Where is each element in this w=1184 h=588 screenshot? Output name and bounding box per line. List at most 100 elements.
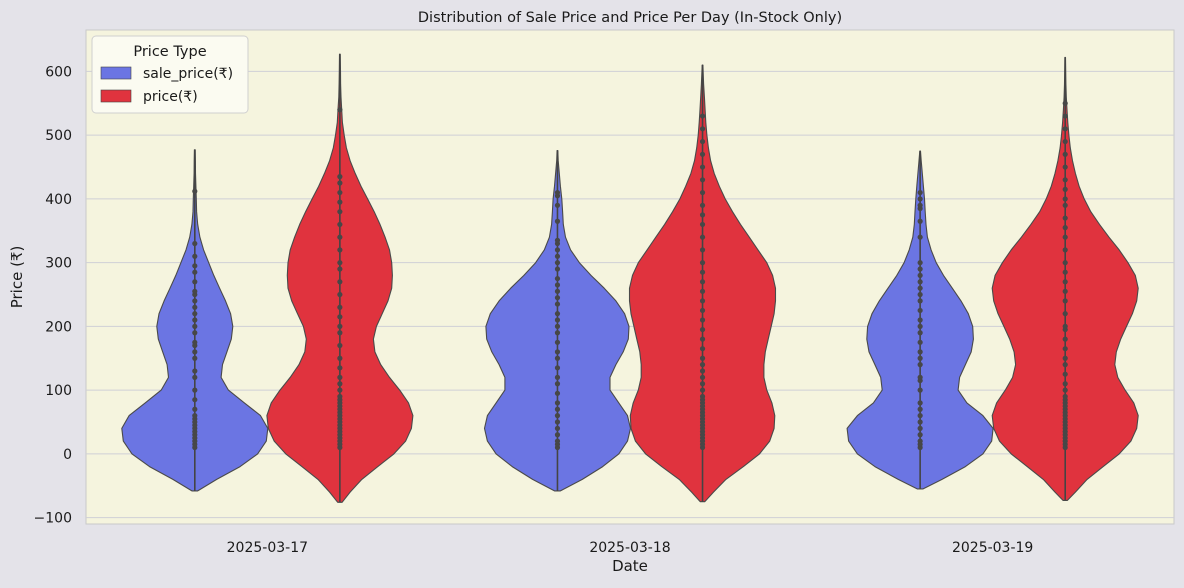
data-point bbox=[699, 393, 706, 400]
data-point bbox=[337, 314, 343, 320]
data-point bbox=[1062, 215, 1068, 221]
data-point bbox=[699, 279, 706, 285]
data-point bbox=[917, 419, 923, 425]
y-tick-label: −100 bbox=[34, 511, 72, 527]
data-point bbox=[554, 237, 561, 243]
data-point bbox=[337, 381, 343, 387]
data-point bbox=[699, 151, 706, 157]
data-point bbox=[1062, 186, 1068, 192]
data-point bbox=[192, 279, 198, 285]
data-point bbox=[917, 272, 923, 279]
data-point bbox=[554, 349, 561, 355]
data-point bbox=[1062, 100, 1068, 106]
y-tick-label: 500 bbox=[45, 128, 72, 144]
data-point bbox=[192, 413, 198, 419]
data-point bbox=[917, 330, 923, 336]
data-point bbox=[917, 355, 923, 361]
data-point bbox=[337, 323, 343, 329]
data-point bbox=[917, 413, 923, 419]
data-point bbox=[337, 199, 343, 205]
data-point bbox=[554, 301, 561, 307]
data-point bbox=[554, 406, 561, 412]
data-point bbox=[192, 349, 198, 355]
data-point bbox=[1062, 362, 1068, 368]
y-axis: −100 0 100 200 300 400 500 600 bbox=[34, 64, 72, 526]
data-point bbox=[1062, 177, 1068, 183]
data-point bbox=[554, 355, 561, 361]
data-point bbox=[554, 275, 561, 282]
data-point bbox=[554, 381, 561, 387]
data-point bbox=[192, 304, 198, 310]
data-point bbox=[699, 177, 706, 183]
data-point bbox=[337, 393, 343, 400]
data-point bbox=[917, 285, 923, 291]
data-point bbox=[699, 355, 706, 361]
data-point bbox=[1062, 126, 1068, 132]
data-point bbox=[917, 291, 923, 298]
data-point bbox=[192, 387, 198, 393]
data-point bbox=[554, 295, 561, 301]
data-point bbox=[192, 253, 198, 259]
data-point bbox=[337, 174, 343, 180]
y-axis-label: Price (₹) bbox=[8, 246, 26, 309]
data-point bbox=[917, 307, 923, 314]
data-point bbox=[554, 413, 561, 419]
data-point bbox=[554, 317, 561, 323]
data-point bbox=[554, 218, 561, 224]
plot-area bbox=[85, 29, 1175, 525]
x-axis-label: Date bbox=[612, 557, 648, 575]
data-point bbox=[554, 288, 561, 294]
data-point bbox=[554, 400, 561, 406]
data-point bbox=[554, 311, 561, 317]
data-point bbox=[917, 362, 923, 368]
data-point bbox=[917, 202, 923, 208]
data-point bbox=[337, 234, 343, 240]
data-point bbox=[337, 247, 343, 253]
data-point bbox=[337, 180, 343, 186]
data-point bbox=[337, 189, 343, 196]
data-point bbox=[192, 374, 198, 380]
data-point bbox=[699, 247, 706, 253]
data-point bbox=[554, 374, 561, 380]
data-point bbox=[917, 279, 923, 285]
data-point bbox=[192, 406, 198, 412]
data-point bbox=[917, 323, 923, 329]
data-point bbox=[337, 209, 343, 215]
violins bbox=[121, 53, 1139, 503]
chart-title: Distribution of Sale Price and Price Per… bbox=[418, 10, 842, 26]
legend-swatch-sale-price bbox=[100, 66, 132, 80]
data-point bbox=[917, 266, 923, 272]
data-point bbox=[917, 317, 923, 323]
data-point bbox=[192, 269, 198, 275]
data-point bbox=[1062, 164, 1068, 170]
data-point bbox=[337, 260, 343, 266]
data-point bbox=[1062, 298, 1068, 304]
data-point bbox=[917, 400, 923, 406]
data-point bbox=[699, 260, 706, 266]
x-tick-label: 2025-03-17 bbox=[227, 540, 308, 556]
data-point bbox=[1062, 113, 1068, 119]
data-point bbox=[1062, 279, 1068, 285]
data-point bbox=[917, 260, 923, 266]
data-point bbox=[699, 362, 706, 368]
legend-label-sale-price: sale_price(₹) bbox=[143, 66, 233, 82]
data-point bbox=[917, 349, 923, 355]
data-point bbox=[699, 202, 706, 208]
data-point bbox=[1062, 393, 1068, 400]
data-point bbox=[699, 221, 706, 228]
data-point bbox=[699, 164, 706, 170]
data-point bbox=[554, 323, 561, 329]
data-point bbox=[699, 307, 706, 314]
data-point bbox=[192, 317, 198, 323]
data-point bbox=[192, 288, 198, 294]
data-point bbox=[554, 202, 561, 208]
data-point bbox=[917, 432, 923, 438]
data-point bbox=[699, 298, 706, 304]
data-point bbox=[1062, 151, 1068, 157]
data-point bbox=[1062, 371, 1068, 377]
data-point bbox=[554, 330, 561, 336]
data-point bbox=[337, 374, 343, 380]
data-point bbox=[917, 425, 923, 431]
data-point bbox=[1062, 202, 1068, 208]
